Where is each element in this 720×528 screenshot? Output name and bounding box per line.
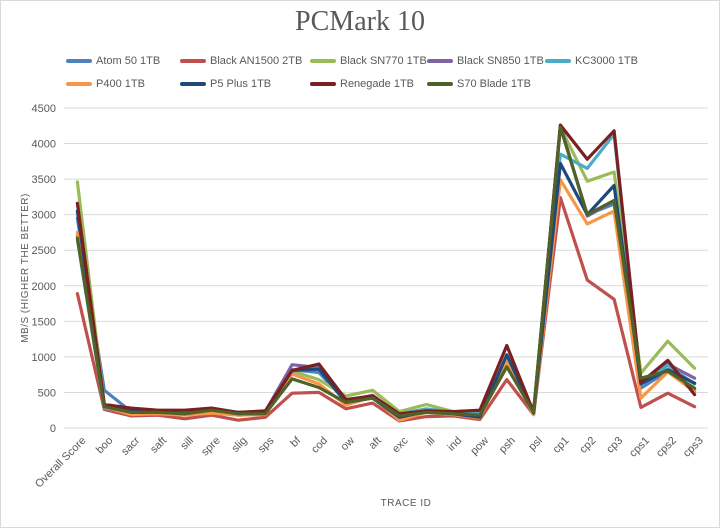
y-axis-title: MB/S (HIGHER THE BETTER) [20, 193, 31, 343]
legend-label: Black SN770 1TB [340, 55, 427, 67]
y-tick-label: 3000 [32, 210, 56, 222]
legend-label: Black SN850 1TB [457, 55, 544, 67]
legend-item: Atom 50 1TB [66, 53, 160, 69]
x-tick-label: psh [497, 435, 518, 456]
legend-label: Black AN1500 2TB [210, 55, 303, 67]
legend-label: KC3000 1TB [575, 55, 638, 67]
legend-item: Renegade 1TB [310, 76, 414, 92]
legend-swatch [427, 82, 453, 86]
x-axis-title: TRACE ID [381, 498, 432, 509]
y-tick-label: 500 [38, 387, 56, 399]
series-line [75, 196, 697, 423]
x-tick-label: cps3 [681, 435, 706, 460]
x-tick-label: Overall Score [33, 435, 89, 491]
x-tick-label: bf [288, 434, 304, 450]
legend-swatch [545, 59, 571, 63]
x-tick-label: cp3 [604, 435, 625, 456]
legend-label: Atom 50 1TB [96, 55, 161, 67]
y-tick-label: 4500 [32, 103, 56, 115]
series-line [75, 125, 697, 417]
legend-item: S70 Blade 1TB [427, 76, 531, 92]
x-tick-label: sps [256, 434, 277, 455]
y-tick-label: 1500 [32, 316, 56, 328]
x-tick-label: boo [94, 435, 115, 456]
legend-item: Black AN1500 2TB [180, 53, 302, 69]
legend-swatch [66, 82, 92, 86]
x-tick-label: psl [526, 435, 544, 453]
x-tick-label: ind [445, 435, 464, 454]
x-tick-label: sacr [119, 434, 142, 457]
series-line [75, 123, 697, 417]
x-tick-label: slig [229, 435, 249, 455]
legend-item: P5 Plus 1TB [180, 76, 271, 92]
chart-title: PCMark 10 [295, 6, 425, 37]
x-tick-label: cps2 [654, 435, 679, 460]
x-tick-label: spre [199, 435, 223, 459]
legend-label: P400 1TB [96, 78, 145, 90]
x-tick-label: pow [468, 435, 491, 458]
legend-swatch [427, 59, 453, 63]
legend-label: S70 Blade 1TB [457, 78, 531, 90]
legend-label: Renegade 1TB [340, 78, 414, 90]
x-tick-label: saft [148, 435, 169, 456]
y-tick-label: 4000 [32, 139, 56, 151]
y-tick-label: 3500 [32, 174, 56, 186]
x-tick-label: ill [424, 435, 438, 449]
y-tick-label: 2000 [32, 281, 56, 293]
legend-item: P400 1TB [66, 76, 145, 92]
y-tick-label: 1000 [32, 352, 56, 364]
x-tick-label: aft [367, 435, 384, 452]
x-tick-label: ow [339, 435, 357, 453]
legend-swatch [310, 59, 336, 63]
legend-swatch [180, 82, 206, 86]
x-tick-label: cps1 [627, 435, 652, 460]
legend-item: Black SN770 1TB [310, 53, 427, 69]
series-line [75, 178, 697, 422]
legend-swatch [66, 59, 92, 63]
series-line [75, 124, 697, 421]
x-tick-label: exc [390, 434, 411, 455]
legend-swatch [310, 82, 336, 86]
series-line [75, 123, 697, 416]
legend-swatch [180, 59, 206, 63]
x-tick-label: cp1 [551, 435, 572, 456]
x-tick-label: sill [178, 435, 196, 453]
x-tick-label: cod [309, 435, 330, 456]
x-tick-label: cp2 [577, 435, 598, 456]
legend-item: Black SN850 1TB [427, 53, 544, 69]
series-line [75, 125, 697, 418]
y-tick-label: 0 [50, 423, 56, 435]
legend-label: P5 Plus 1TB [210, 78, 272, 90]
y-tick-label: 2500 [32, 245, 56, 257]
legend-item: KC3000 1TB [545, 53, 638, 69]
